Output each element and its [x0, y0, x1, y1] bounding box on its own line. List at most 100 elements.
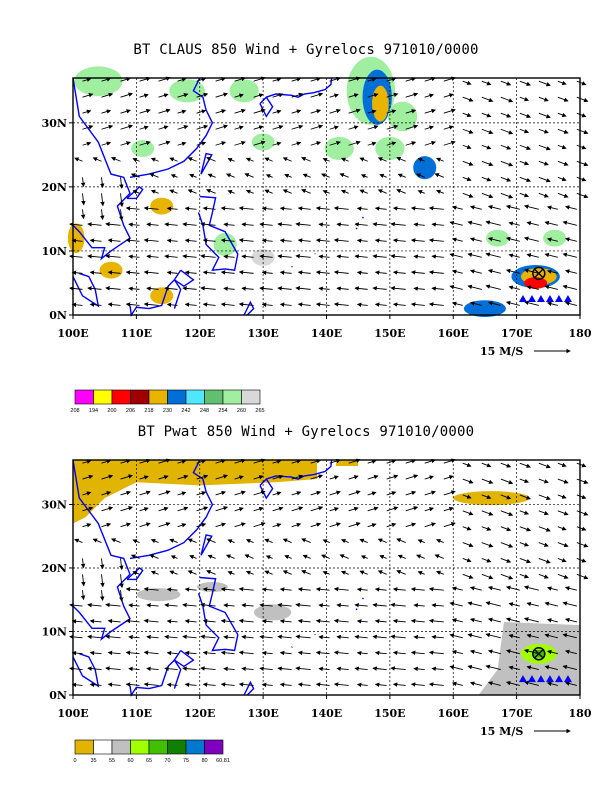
- y-tick-label: 10N: [42, 245, 67, 258]
- wind-vector: [500, 573, 514, 580]
- wind-vector: [467, 220, 482, 226]
- wind-vector: [259, 254, 273, 259]
- wind-vector: [340, 189, 349, 194]
- wind-vector: [206, 538, 216, 543]
- x-tick-label: 180: [569, 707, 592, 720]
- wind-vector: [386, 109, 397, 114]
- x-tick-label: 180: [569, 327, 592, 340]
- cloud-field-blob: [150, 197, 174, 215]
- wind-vector: [356, 238, 368, 243]
- y-tick-label: 0N: [49, 689, 67, 702]
- wind-vector: [241, 603, 254, 608]
- wind-vector: [413, 222, 425, 227]
- wind-vector: [372, 222, 387, 227]
- wind-vector: [462, 80, 472, 86]
- wind-vector: [297, 302, 311, 307]
- wind-vector: [356, 682, 368, 688]
- pwat-dry-region: [453, 491, 530, 506]
- wind-vector: [291, 77, 302, 82]
- cloud-field-blob: [150, 287, 174, 305]
- coastline: [361, 216, 364, 219]
- coastline: [72, 77, 131, 261]
- wind-vector: [177, 506, 189, 512]
- wind-vector: [223, 286, 235, 291]
- wind-vector: [485, 632, 501, 639]
- wind-vector: [367, 506, 379, 512]
- wind-vector: [390, 221, 406, 227]
- wind-vector: [500, 176, 512, 182]
- wind-vector: [119, 177, 124, 189]
- wind-vector: [340, 539, 349, 544]
- wind-vector: [386, 141, 397, 146]
- wind-vector: [166, 270, 178, 275]
- wind-vector: [177, 491, 187, 496]
- pwat-dry-region: [336, 460, 359, 466]
- wind-vector: [139, 108, 151, 114]
- wind-vector: [333, 270, 349, 275]
- wind-vector: [259, 634, 273, 640]
- wind-vector: [410, 618, 425, 624]
- wind-vector: [272, 491, 282, 496]
- wind-vector: [184, 270, 197, 275]
- x-tick-label: 100E: [57, 707, 88, 720]
- colorbar-swatch: [185, 389, 205, 405]
- colorbar-swatch: [167, 739, 187, 755]
- wind-vector: [223, 603, 235, 608]
- wind-vector: [469, 617, 482, 623]
- wind-vector: [485, 252, 501, 258]
- wind-vector: [166, 682, 178, 688]
- wind-vector: [538, 112, 551, 119]
- wind-vector: [557, 128, 569, 134]
- wind-vector: [467, 601, 482, 607]
- wind-vector: [318, 222, 330, 227]
- wind-vector: [329, 140, 341, 146]
- wind-vector: [295, 286, 311, 291]
- coastline: [129, 658, 182, 697]
- wind-vector: [279, 587, 292, 592]
- wind-vector: [505, 268, 520, 274]
- wind-vector: [277, 666, 292, 671]
- wind-vector: [227, 539, 235, 544]
- wind-vector: [105, 666, 121, 671]
- wind-vector: [169, 538, 178, 543]
- wind-vector: [87, 286, 102, 291]
- wind-vector: [469, 586, 482, 591]
- wind-vector: [310, 141, 322, 146]
- wind-vector: [234, 140, 246, 146]
- wind-vector: [238, 270, 254, 275]
- colorbar-swatch: [148, 389, 168, 405]
- wind-vector: [339, 173, 349, 178]
- wind-vector: [333, 302, 349, 307]
- wind-vector: [428, 270, 444, 275]
- wind-vector: [92, 157, 102, 162]
- wind-vector: [166, 302, 178, 307]
- wind-vector: [557, 112, 567, 118]
- wind-vector: [265, 174, 273, 179]
- wind-vector: [576, 112, 587, 118]
- wind-vector: [329, 125, 339, 130]
- wind-vector: [71, 682, 83, 688]
- wind-vector: [386, 92, 399, 98]
- wind-vector: [546, 269, 558, 274]
- wind-vector: [359, 189, 368, 194]
- wind-vector: [261, 682, 273, 688]
- wind-vector: [111, 538, 121, 543]
- wind-vector: [481, 494, 492, 500]
- wind-vector: [87, 634, 102, 640]
- x-tick-label: 110E: [121, 327, 152, 340]
- colorbar-swatch: [222, 389, 242, 405]
- wind-vector: [500, 144, 512, 150]
- vector-scale-label: 15 M/S: [480, 725, 523, 738]
- wind-vector: [526, 221, 539, 226]
- wind-vector: [546, 237, 558, 242]
- wind-vector: [576, 160, 589, 167]
- wind-vector: [279, 650, 292, 656]
- wind-vector: [164, 666, 178, 671]
- wind-vector: [526, 601, 539, 607]
- wind-vector: [89, 302, 102, 307]
- wind-vector: [538, 542, 549, 547]
- wind-vector: [485, 220, 501, 226]
- wind-vector: [101, 506, 114, 512]
- wind-vector: [200, 254, 216, 259]
- gyre-triangle-marker: [545, 294, 554, 302]
